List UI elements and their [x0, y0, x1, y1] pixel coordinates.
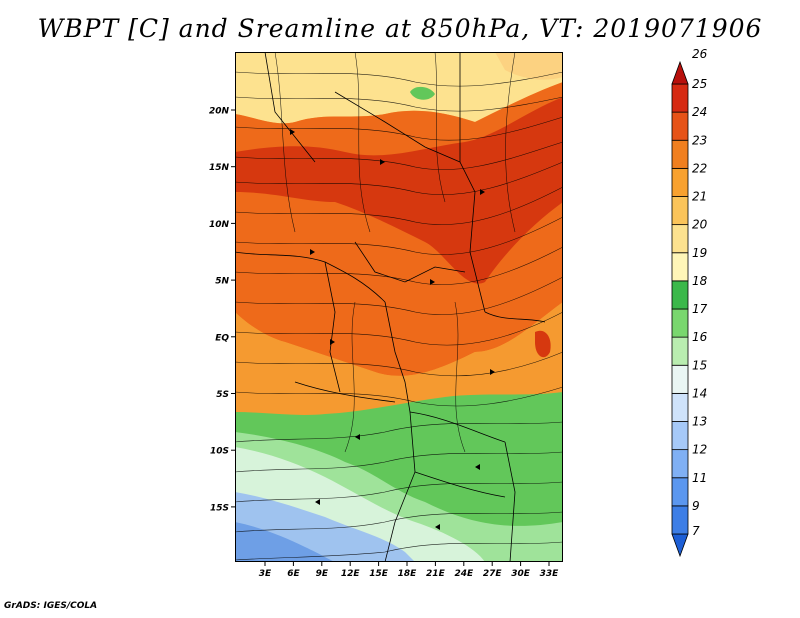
- streamline-arrows: [290, 129, 495, 530]
- colorbar-label: 24: [692, 105, 707, 119]
- colorbar-swatch: [671, 139, 689, 169]
- colorbar-swatch: [671, 224, 689, 254]
- colorbar-swatch: [671, 421, 689, 451]
- colorbar-swatch: [671, 196, 689, 226]
- colorbar-swatch: [671, 83, 689, 113]
- colorbar-label: 17: [692, 302, 708, 316]
- colorbar-label: 15: [692, 358, 707, 372]
- colorbar-label: 20: [692, 218, 708, 232]
- map-panel: [235, 52, 563, 562]
- colorbar-label: 11: [692, 471, 707, 485]
- colorbar-swatch: [671, 449, 689, 479]
- field-north-pale: [235, 52, 563, 124]
- streamlines: [235, 52, 563, 561]
- colorbar-label: 19: [692, 246, 707, 260]
- colorbar-swatch: [671, 167, 689, 197]
- colorbar-swatch: [671, 505, 689, 535]
- colorbar-swatch: [671, 392, 689, 422]
- colorbar-swatch: [671, 252, 689, 282]
- field-hot-core: [235, 97, 563, 284]
- field-north-green: [410, 86, 435, 100]
- map-title: WBPT [C] and Sreamline at 850hPa, VT: 20…: [37, 14, 763, 43]
- colorbar-label: 22: [692, 161, 707, 175]
- colorbar-label: 21: [692, 190, 707, 204]
- colorbar-swatch: [671, 308, 689, 338]
- map-frame: [235, 52, 563, 562]
- field-deepblue: [235, 522, 335, 562]
- country-borders: [235, 52, 546, 562]
- colorbar-swatch: [671, 336, 689, 366]
- colorbar-label: 14: [692, 386, 707, 400]
- colorbar-label: 13: [692, 415, 707, 429]
- footer-credit: GrADS: IGES/COLA: [4, 601, 98, 611]
- colorbar-bottom-arrow: [671, 533, 689, 558]
- field-mild-band: [235, 302, 563, 415]
- colorbar-label: 9: [692, 499, 700, 513]
- field-east-lake: [535, 330, 551, 358]
- colorbar-swatch: [671, 364, 689, 394]
- colorbar-swatch: [671, 280, 689, 310]
- colorbar-label: 23: [692, 133, 707, 147]
- colorbar-label: 25: [692, 77, 707, 91]
- colorbar-swatch: [671, 477, 689, 507]
- colorbar-label: 12: [692, 443, 707, 457]
- colorbar-label: 26: [692, 47, 708, 61]
- colorbar-swatch: [671, 111, 689, 141]
- colorbar-label: 16: [692, 330, 708, 344]
- colorbar-top-arrow: [671, 60, 689, 85]
- wbpt-field-map: [235, 52, 563, 562]
- colorbar-label: 7: [692, 524, 700, 538]
- colorbar-label: 18: [692, 274, 708, 288]
